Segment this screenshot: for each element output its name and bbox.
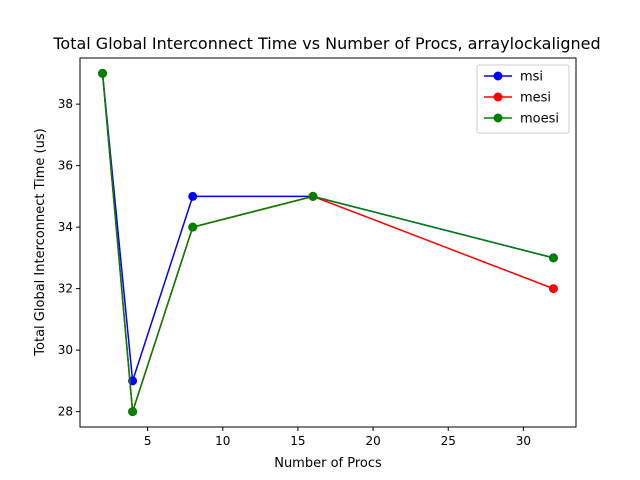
y-tick-label: 36 <box>58 159 73 173</box>
x-tick-label: 30 <box>516 434 531 448</box>
x-tick-label: 15 <box>290 434 305 448</box>
data-point-moesi <box>188 222 198 232</box>
x-tick-label: 5 <box>144 434 152 448</box>
x-tick-label: 25 <box>441 434 456 448</box>
legend-label-mesi: mesi <box>520 91 551 106</box>
data-point-moesi <box>98 68 108 78</box>
y-tick-label: 28 <box>58 405 73 419</box>
x-axis: 5 10 15 20 25 30 <box>144 427 531 448</box>
legend-marker-msi <box>493 71 503 81</box>
legend-marker-moesi <box>493 113 503 123</box>
x-tick-label: 10 <box>215 434 230 448</box>
legend-label-msi: msi <box>520 70 543 85</box>
axes-frame <box>79 57 577 428</box>
y-tick-label: 30 <box>58 343 73 357</box>
x-axis-label: Number of Procs <box>274 456 382 471</box>
y-tick-label: 34 <box>58 220 73 234</box>
data-point-mesi <box>548 284 558 294</box>
chart-title: Total Global Interconnect Time vs Number… <box>52 34 600 53</box>
legend-label-moesi: moesi <box>520 112 559 127</box>
y-axis: 28 30 32 34 36 38 <box>58 97 80 419</box>
legend: msi mesi moesi <box>476 64 570 134</box>
y-tick-label: 38 <box>58 97 73 111</box>
y-axis-label: Total Global Interconnect Time (us) <box>33 128 48 356</box>
plot-area <box>98 68 558 417</box>
y-tick-label: 32 <box>58 282 73 296</box>
data-point-moesi <box>128 407 138 417</box>
data-point-moesi <box>308 191 318 201</box>
data-point-moesi <box>548 253 558 263</box>
x-tick-label: 20 <box>365 434 380 448</box>
data-point-msi <box>188 191 198 201</box>
legend-marker-mesi <box>493 92 503 102</box>
